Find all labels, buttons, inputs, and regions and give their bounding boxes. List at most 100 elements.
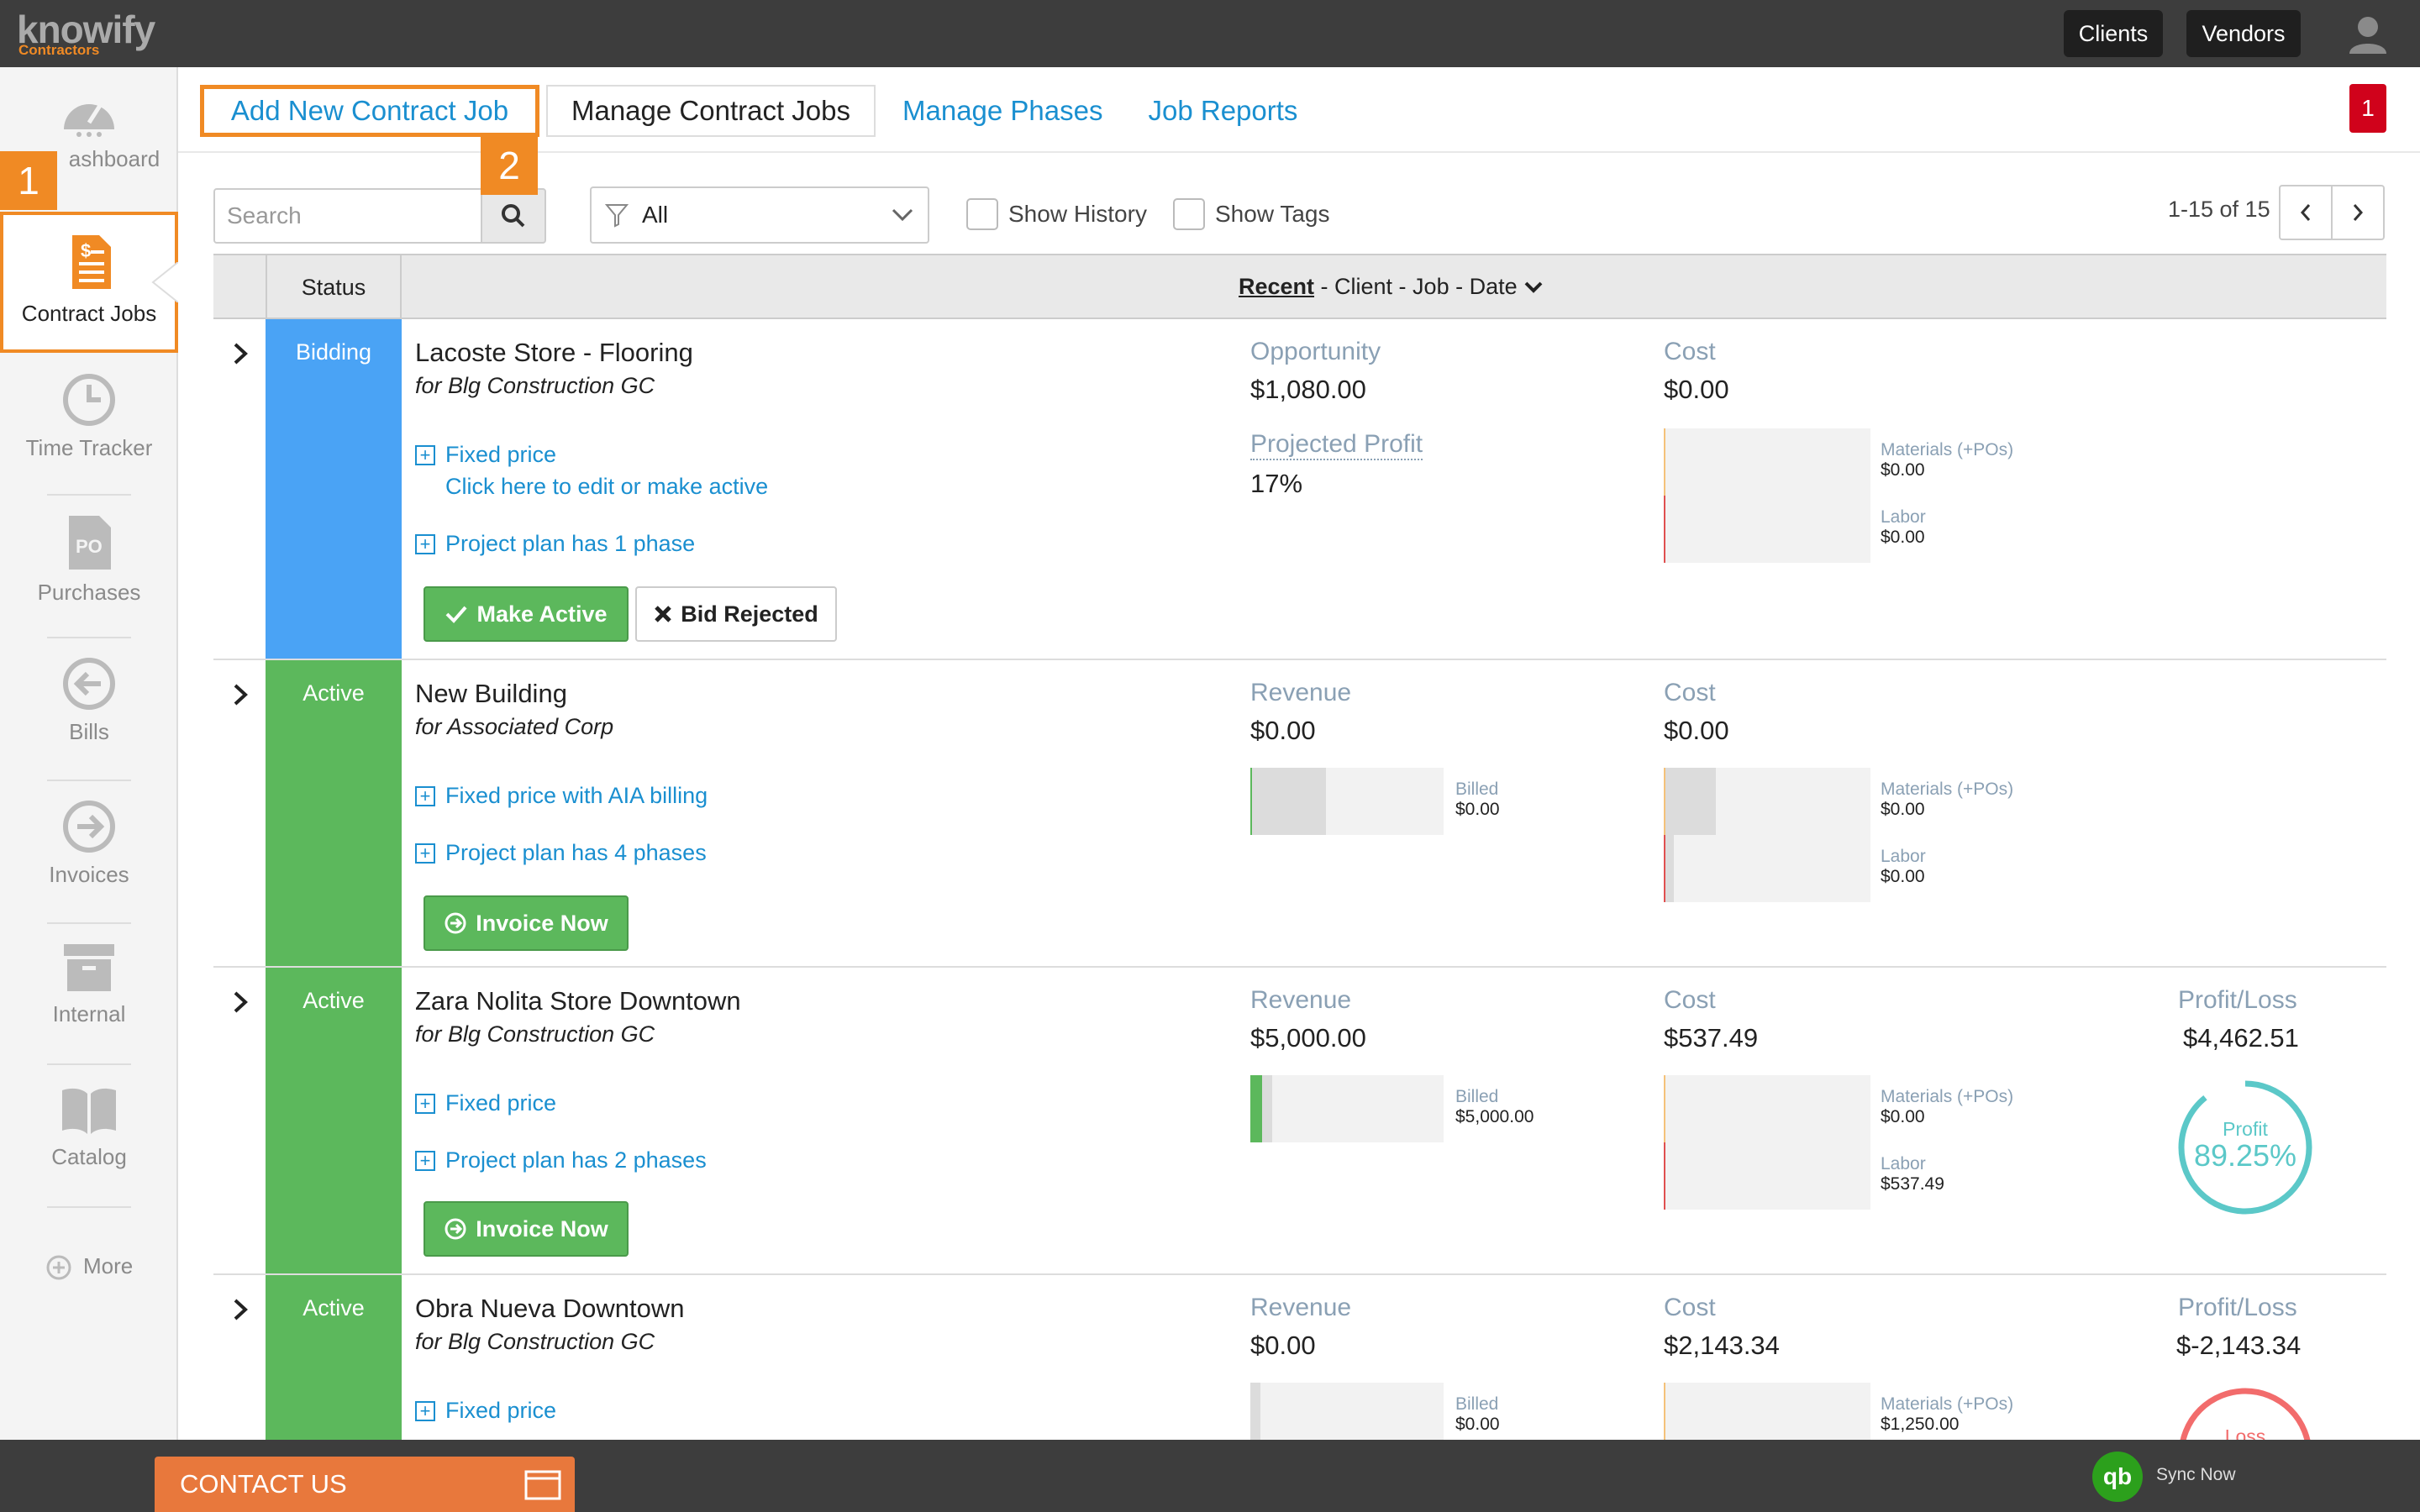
job-title[interactable]: New Building bbox=[415, 679, 567, 708]
pricing-link[interactable]: + Fixed price bbox=[415, 442, 556, 468]
pricing-link[interactable]: + Fixed price bbox=[415, 1398, 556, 1424]
cost-value: $537.49 bbox=[1664, 1023, 1759, 1053]
arrow-right-circle-icon bbox=[445, 912, 466, 934]
contact-us-button[interactable]: CONTACT US bbox=[155, 1457, 575, 1512]
edit-make-active-link[interactable]: Click here to edit or make active bbox=[445, 474, 769, 499]
sync-now-link[interactable]: Sync Now bbox=[2156, 1465, 2236, 1484]
projected-profit-label[interactable]: Projected Profit bbox=[1250, 430, 1423, 460]
pricing-link[interactable]: + Fixed price bbox=[415, 1090, 556, 1116]
expand-plus-icon: + bbox=[415, 533, 435, 554]
expand-plus-icon: + bbox=[415, 843, 435, 864]
make-active-button[interactable]: Make Active bbox=[424, 586, 629, 642]
table-row[interactable]: Bidding Lacoste Store - Flooring for Blg… bbox=[213, 319, 2386, 660]
pricing-link-label: Fixed price with AIA billing bbox=[445, 783, 708, 808]
status-badge: Active bbox=[266, 968, 402, 1273]
table-row[interactable]: Active New Building for Associated Corp … bbox=[213, 660, 2386, 968]
billed-label: Billed bbox=[1455, 1394, 1499, 1414]
sidebar-item-contract-jobs[interactable]: $ Contract Jobs bbox=[0, 212, 178, 353]
job-title[interactable]: Zara Nolita Store Downtown bbox=[415, 986, 741, 1016]
table-row[interactable]: Active Zara Nolita Store Downtown for Bl… bbox=[213, 968, 2386, 1275]
expand-chevron-icon[interactable] bbox=[230, 682, 250, 707]
sidebar-item-more[interactable]: More bbox=[0, 1253, 178, 1281]
sidebar-divider bbox=[47, 1063, 131, 1065]
profit-loss-label: Profit/Loss bbox=[2178, 986, 2297, 1014]
x-icon bbox=[655, 606, 671, 622]
search-button[interactable] bbox=[481, 188, 546, 244]
labor-label: Labor bbox=[1881, 507, 1926, 527]
archive-box-icon bbox=[64, 944, 114, 991]
pricing-link-label: Fixed price bbox=[445, 442, 557, 467]
revenue-label: Revenue bbox=[1250, 679, 1352, 706]
vendors-button[interactable]: Vendors bbox=[2186, 10, 2301, 57]
billed-value: $0.00 bbox=[1455, 1415, 1500, 1434]
cost-label: Cost bbox=[1664, 679, 1716, 706]
sidebar-item-time-tracker[interactable]: Time Tracker bbox=[0, 371, 178, 461]
expand-chevron-icon[interactable] bbox=[230, 341, 250, 366]
sort-options[interactable]: - Client - Job - Date bbox=[1314, 274, 1518, 299]
search-input[interactable]: Search bbox=[213, 188, 482, 244]
svg-text:$: $ bbox=[81, 240, 91, 261]
sidebar-item-internal[interactable]: Internal bbox=[0, 941, 178, 1027]
quickbooks-sync-icon[interactable]: qb bbox=[2092, 1452, 2143, 1502]
sidebar-item-bills[interactable]: Bills bbox=[0, 655, 178, 745]
arrow-right-circle-icon bbox=[445, 1218, 466, 1240]
project-plan-link[interactable]: + Project plan has 1 phase bbox=[415, 531, 695, 557]
job-client: for Blg Construction GC bbox=[415, 1021, 655, 1047]
expand-plus-icon: + bbox=[415, 1150, 435, 1171]
status-filter-select[interactable]: All bbox=[590, 186, 929, 244]
tab-job-reports[interactable]: Job Reports bbox=[1148, 95, 1298, 126]
sidebar-divider bbox=[47, 1206, 131, 1208]
user-avatar-icon[interactable] bbox=[2344, 10, 2391, 57]
prev-page-button[interactable] bbox=[2279, 185, 2333, 240]
clients-button[interactable]: Clients bbox=[2064, 10, 2163, 57]
sidebar-divider bbox=[47, 780, 131, 781]
sidebar-item-purchases[interactable]: PO Purchases bbox=[0, 512, 178, 606]
checkbox-box[interactable] bbox=[966, 198, 998, 230]
sidebar-item-label: Invoices bbox=[49, 862, 129, 887]
profit-loss-label: Profit/Loss bbox=[2178, 1294, 2297, 1321]
tab-add-new-contract-job[interactable]: Add New Contract Job bbox=[200, 85, 539, 137]
job-client: for Blg Construction GC bbox=[415, 373, 655, 398]
expand-chevron-icon[interactable] bbox=[230, 990, 250, 1015]
status-column-header[interactable]: Status bbox=[266, 255, 402, 319]
sidebar-item-dashboard[interactable]: ashboard bbox=[0, 86, 178, 172]
billed-bar-fill bbox=[1250, 768, 1326, 835]
search-icon bbox=[502, 204, 525, 228]
tab-manage-contract-jobs[interactable]: Manage Contract Jobs bbox=[546, 85, 876, 137]
project-plan-link[interactable]: + Project plan has 2 phases bbox=[415, 1147, 707, 1173]
filter-value: All bbox=[642, 202, 669, 228]
sidebar-item-label: Catalog bbox=[51, 1144, 127, 1169]
sort-active-option[interactable]: Recent bbox=[1239, 274, 1315, 299]
sort-control[interactable]: Recent - Client - Job - Date bbox=[1239, 274, 1544, 300]
app-logo[interactable]: knowify bbox=[17, 8, 155, 51]
next-page-button[interactable] bbox=[2331, 185, 2385, 240]
labor-bar-marker bbox=[1664, 835, 1665, 902]
bid-rejected-button[interactable]: Bid Rejected bbox=[635, 586, 837, 642]
expand-plus-icon: + bbox=[415, 444, 435, 465]
show-history-checkbox[interactable]: Show History bbox=[966, 198, 1147, 230]
project-plan-label: Project plan has 1 phase bbox=[445, 531, 696, 556]
sidebar-divider bbox=[47, 494, 131, 496]
billed-label: Billed bbox=[1455, 1087, 1499, 1106]
sidebar-item-invoices[interactable]: Invoices bbox=[0, 798, 178, 888]
revenue-value: $0.00 bbox=[1250, 716, 1316, 745]
table-row[interactable]: Active Obra Nueva Downtown for Blg Const… bbox=[213, 1275, 2386, 1440]
project-plan-link[interactable]: + Project plan has 4 phases bbox=[415, 840, 707, 866]
sidebar-item-catalog[interactable]: Catalog bbox=[0, 1084, 178, 1170]
opportunity-value: $1,080.00 bbox=[1250, 375, 1366, 404]
opportunity-label: Opportunity bbox=[1250, 338, 1381, 365]
expand-chevron-icon[interactable] bbox=[230, 1297, 250, 1322]
pricing-link[interactable]: + Fixed price with AIA billing bbox=[415, 783, 708, 809]
invoice-now-button[interactable]: Invoice Now bbox=[424, 895, 629, 951]
make-active-label: Make Active bbox=[476, 601, 608, 627]
checkbox-box[interactable] bbox=[1173, 198, 1205, 230]
job-title[interactable]: Lacoste Store - Flooring bbox=[415, 338, 693, 367]
notification-badge[interactable]: 1 bbox=[2349, 84, 2386, 133]
billed-value: $5,000.00 bbox=[1455, 1107, 1534, 1126]
materials-value: $1,250.00 bbox=[1881, 1415, 1960, 1434]
job-title[interactable]: Obra Nueva Downtown bbox=[415, 1294, 685, 1323]
show-tags-checkbox[interactable]: Show Tags bbox=[1173, 198, 1329, 230]
sidebar-item-label: Time Tracker bbox=[25, 435, 153, 460]
invoice-now-button[interactable]: Invoice Now bbox=[424, 1201, 629, 1257]
tab-manage-phases[interactable]: Manage Phases bbox=[902, 95, 1103, 126]
